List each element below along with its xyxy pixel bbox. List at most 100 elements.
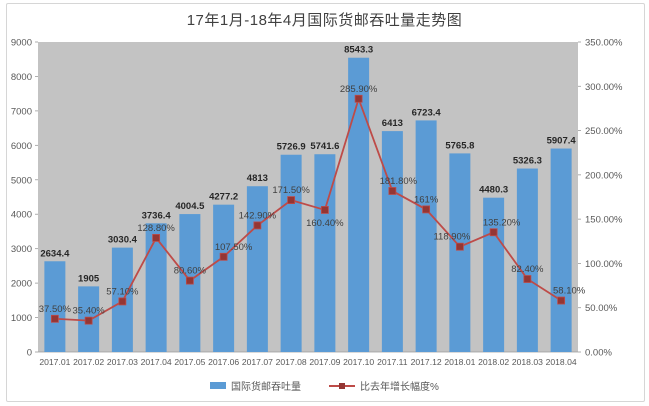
line-marker: [489, 228, 498, 237]
x-axis-label: 2017.12: [411, 357, 442, 367]
bar-value-label: 5741.6: [310, 141, 339, 152]
x-axis-label: 2018.03: [512, 357, 543, 367]
chart-title: 17年1月-18年4月国际货邮吞吐量走势图: [186, 12, 463, 29]
line-marker: [523, 275, 532, 283]
bar-value-label: 3030.4: [108, 235, 138, 246]
bar: [246, 186, 268, 352]
y-axis-tick-label: 9000: [11, 38, 32, 49]
percent-label: 57.10%: [106, 286, 139, 297]
percent-label: 82.40%: [511, 264, 544, 275]
legend-line-label: 比去年增长幅度%: [360, 382, 439, 393]
legend-item-line: 比去年增长幅度%: [329, 378, 439, 393]
percent-label: 107.50%: [215, 242, 253, 253]
y-axis-tick-label: 7000: [11, 106, 32, 117]
bar-value-label: 4813: [247, 173, 268, 184]
y2-axis-tick-label: 0.00%: [585, 348, 612, 359]
bar-value-label: 4004.5: [175, 201, 205, 212]
x-axis-label: 2017.07: [242, 357, 273, 367]
bar: [449, 153, 471, 352]
bar: [483, 197, 505, 352]
x-axis-label: 2017.09: [309, 357, 340, 367]
y-axis-tick-label: 5000: [11, 175, 32, 186]
percent-label: 128.80%: [137, 223, 175, 234]
bar: [415, 120, 437, 352]
percent-label: 58.10%: [553, 286, 586, 297]
line-marker: [50, 314, 59, 323]
bar-value-label: 4480.3: [479, 185, 508, 196]
bar: [314, 154, 336, 352]
bar-value-label: 2634.4: [40, 248, 70, 259]
y-axis-tick-label: 0: [27, 348, 32, 359]
percent-label: 142.90%: [239, 210, 277, 221]
legend-item-bars: 国际货邮吞吐量: [210, 378, 301, 393]
bar-value-label: 4277.2: [209, 192, 238, 203]
bar: [145, 223, 167, 352]
percent-label: 118.90%: [433, 232, 470, 243]
y-axis-tick-label: 3000: [11, 244, 32, 255]
line-marker: [152, 234, 161, 242]
x-axis-label: 2018.04: [546, 357, 577, 367]
bar: [348, 57, 370, 353]
percent-label: 80.60%: [174, 266, 207, 277]
bar: [44, 261, 66, 352]
percent-label: 181.80%: [380, 176, 418, 187]
x-axis-label: 2017.06: [208, 357, 239, 367]
y-axis-tick-label: 4000: [11, 210, 32, 221]
bar: [516, 168, 538, 352]
percent-label: 135.20%: [483, 217, 521, 228]
line-marker: [253, 221, 262, 230]
x-axis-label: 2018.02: [478, 357, 509, 367]
legend-bar-swatch: [210, 382, 227, 389]
percent-label: 37.50%: [39, 304, 72, 315]
bar-value-label: 5326.3: [513, 156, 542, 167]
bar-value-label: 1905: [78, 273, 100, 284]
percent-label: 285.90%: [340, 84, 378, 95]
chart-legend: 国际货邮吞吐量 比去年增长幅度%: [0, 378, 649, 393]
legend-line-swatch: [329, 382, 356, 390]
line-marker: [422, 205, 431, 214]
y2-axis-tick-label: 150.00%: [585, 215, 623, 226]
percent-label: 171.50%: [272, 185, 310, 196]
y-axis-tick-label: 2000: [11, 279, 32, 290]
line-marker: [557, 296, 566, 305]
y2-axis-tick-label: 300.00%: [585, 82, 623, 93]
line-marker: [455, 242, 464, 251]
line-marker: [354, 94, 363, 103]
line-marker: [185, 276, 194, 285]
y2-axis-tick-label: 200.00%: [585, 170, 623, 181]
x-axis-label: 2017.01: [39, 357, 70, 367]
line-marker: [287, 196, 296, 205]
bar-value-label: 8543.3: [344, 45, 373, 56]
bar-value-label: 5765.8: [445, 140, 474, 151]
line-marker: [118, 297, 127, 306]
bar: [213, 204, 235, 352]
x-axis-label: 2017.03: [107, 357, 138, 367]
percent-label: 35.40%: [73, 306, 106, 317]
legend-line-marker-icon: [339, 382, 346, 389]
bar: [550, 148, 572, 352]
y2-axis-tick-label: 50.00%: [585, 303, 618, 314]
line-marker: [320, 206, 329, 214]
bar: [381, 131, 403, 352]
y2-axis-tick-label: 100.00%: [585, 259, 623, 270]
percent-label: 160.40%: [306, 218, 344, 229]
bar-value-label: 3736.4: [142, 210, 172, 221]
line-marker: [388, 187, 397, 195]
bar-value-label: 6723.4: [412, 107, 442, 118]
bar-value-label: 6413: [382, 118, 403, 129]
x-axis-label: 2017.02: [73, 357, 104, 367]
bar-value-label: 5726.9: [277, 142, 306, 153]
x-axis-label: 2018.01: [444, 357, 475, 367]
bar-value-label: 5907.4: [547, 136, 577, 147]
line-marker: [219, 252, 228, 261]
y-axis-tick-label: 8000: [11, 72, 32, 83]
x-axis-label: 2017.08: [276, 357, 307, 367]
x-axis-label: 2017.10: [343, 357, 374, 367]
percent-label: 161%: [414, 194, 439, 205]
x-axis-label: 2017.04: [141, 357, 172, 367]
x-axis-label: 2017.11: [377, 357, 408, 367]
y-axis-tick-label: 1000: [11, 313, 32, 324]
legend-bar-label: 国际货邮吞吐量: [231, 382, 302, 393]
